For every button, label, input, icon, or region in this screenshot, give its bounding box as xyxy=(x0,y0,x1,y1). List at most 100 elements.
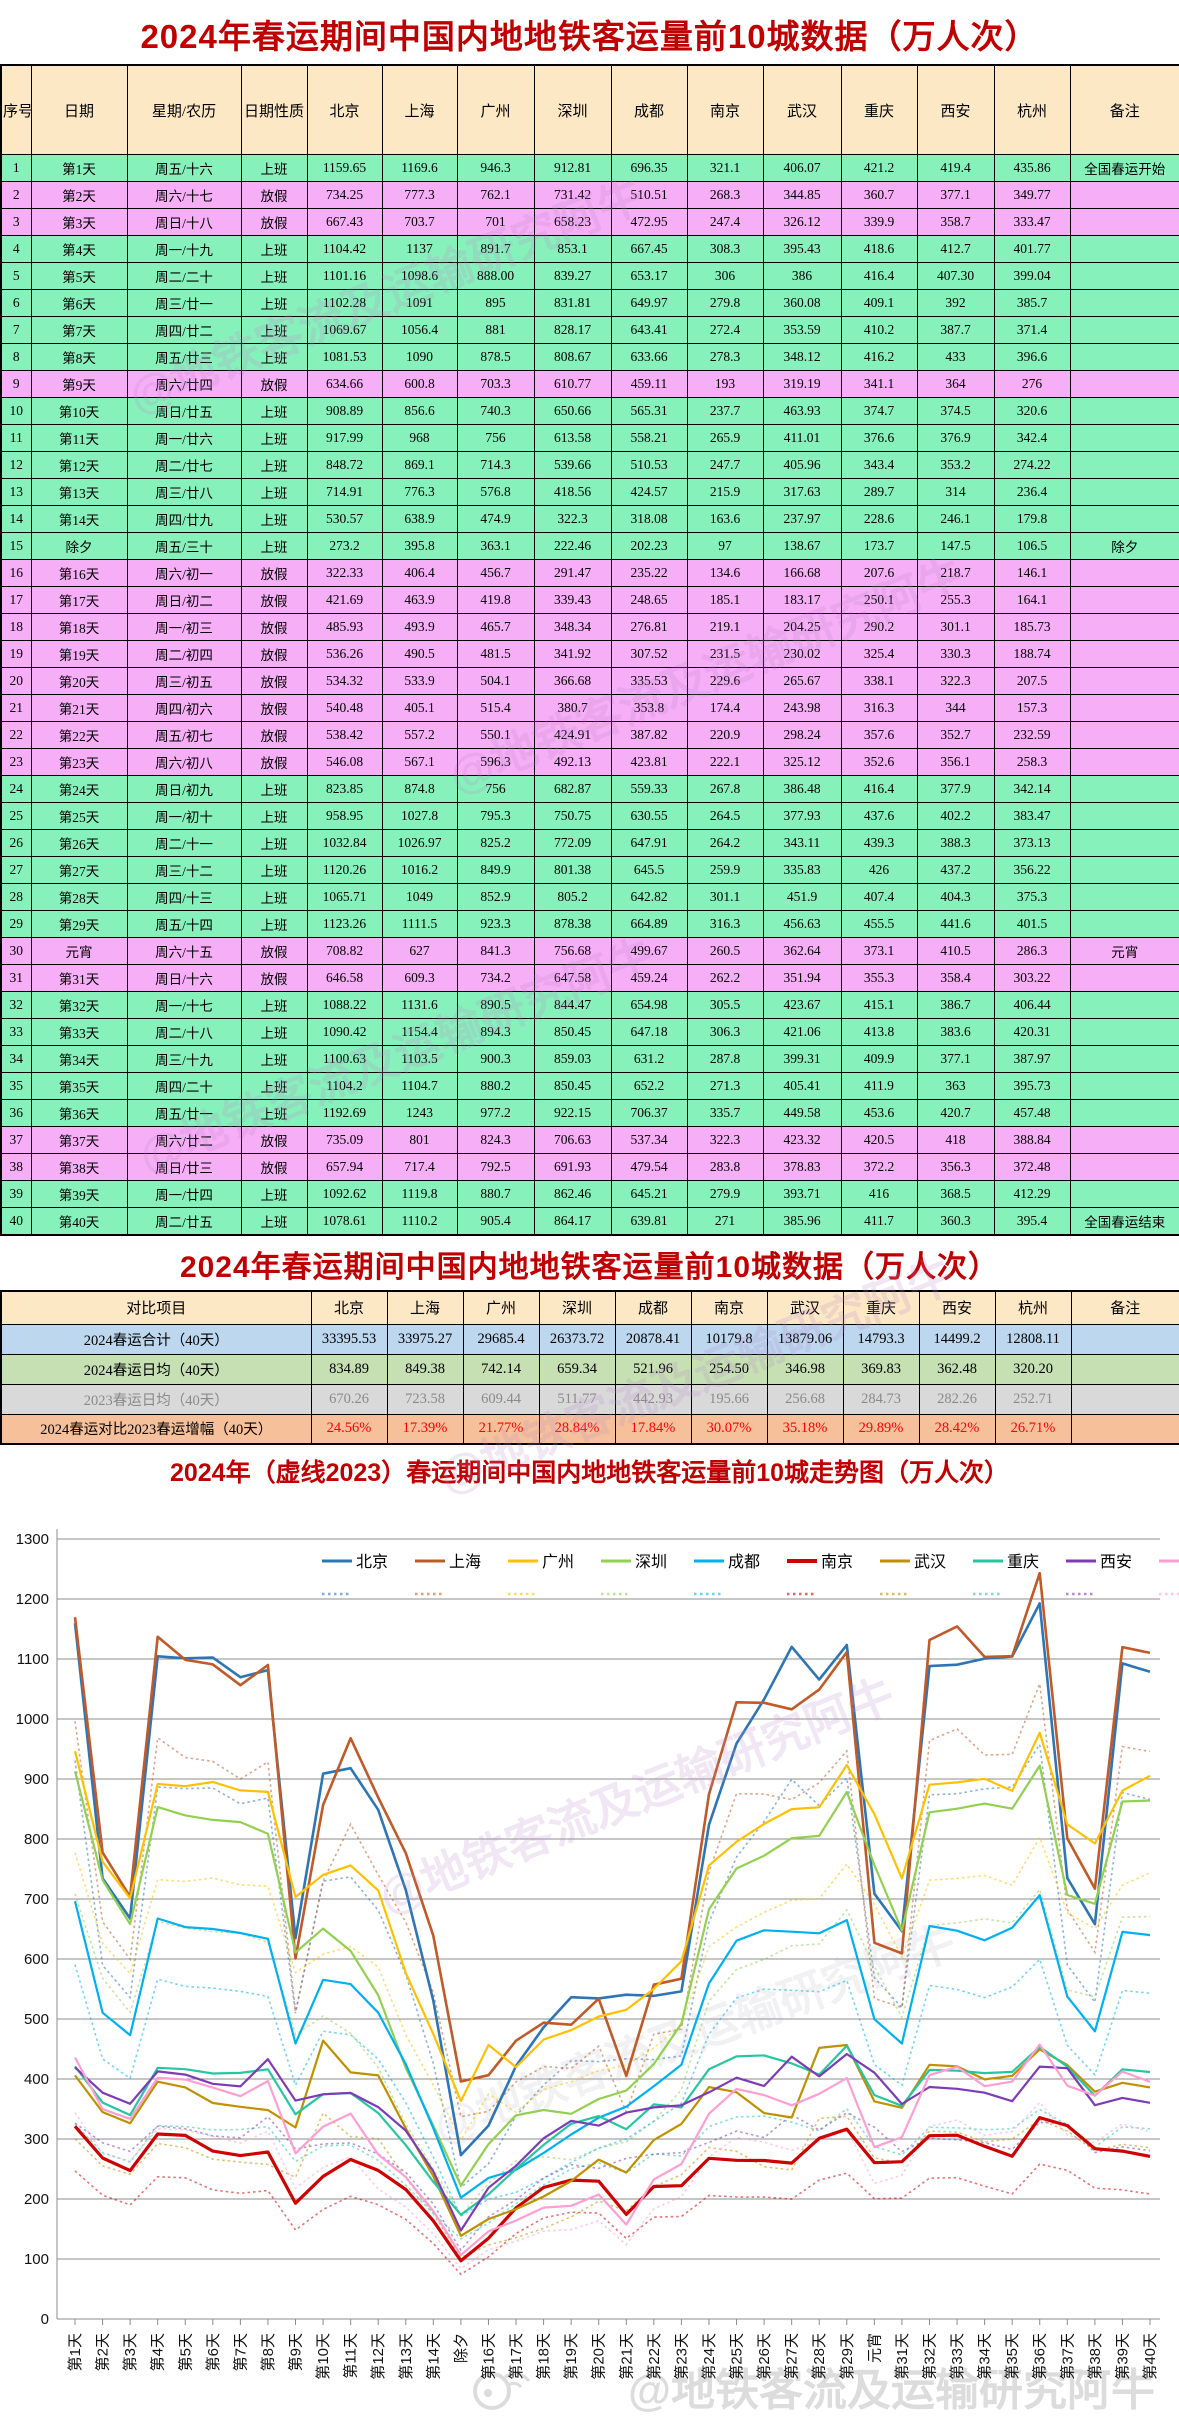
y-axis-label: 1200 xyxy=(16,1591,49,1608)
value-cell: 376.9 xyxy=(916,424,995,452)
value-cell: 250.1 xyxy=(840,586,918,614)
value-cell: 352.6 xyxy=(840,748,918,776)
value-cell: 262.2 xyxy=(686,964,764,992)
summary-value-cell: 26373.72 xyxy=(538,1323,616,1355)
x-axis-label: 第26天 xyxy=(755,2333,773,2380)
value-cell: 1088.22 xyxy=(306,991,383,1019)
value-cell: 246.1 xyxy=(916,505,995,533)
column-header: 深圳 xyxy=(538,1290,616,1325)
table-row: 35 第35天 周四/二十 上班 1104.2 1104.7 880.2 850.45 652.… xyxy=(0,1072,1179,1100)
value-cell: 322.3 xyxy=(533,505,612,533)
value-cell: 923.3 xyxy=(456,910,535,938)
row-number: 12 xyxy=(0,451,32,479)
value-cell: 539.66 xyxy=(533,451,612,479)
value-cell: 366.68 xyxy=(533,667,612,695)
day-type-cell: 上班 xyxy=(240,1018,308,1046)
row-number: 10 xyxy=(0,397,32,425)
value-cell: 415.1 xyxy=(840,991,918,1019)
summary-row-label: 2024春运日均（40天） xyxy=(0,1353,312,1385)
y-axis-label: 200 xyxy=(24,2191,49,2208)
table-row: 8 第8天 周五/廿三 上班 1081.53 1090 878.5 808.67 633.66 2… xyxy=(0,343,1179,371)
value-cell: 1137 xyxy=(381,235,458,263)
legend-label: 武汉 xyxy=(914,1553,946,1571)
series-2023-杭州 xyxy=(74,2101,1151,2270)
value-cell: 1065.71 xyxy=(306,883,383,911)
week-lunar-cell: 周二/廿七 xyxy=(126,451,242,479)
value-cell: 409.1 xyxy=(840,289,918,317)
row-number: 15 xyxy=(0,532,32,560)
value-cell: 406.4 xyxy=(381,559,458,587)
summary-value-cell: 12808.11 xyxy=(994,1323,1072,1355)
value-cell: 364 xyxy=(916,370,995,398)
value-cell: 267.8 xyxy=(686,775,764,803)
table-row: 37 第37天 周六/廿二 放假 735.09 801 824.3 706.63 537.34 3… xyxy=(0,1126,1179,1154)
value-cell: 1056.4 xyxy=(381,316,458,344)
x-axis-label: 第8天 xyxy=(259,2333,277,2371)
column-header: 日期 xyxy=(30,64,128,155)
table-row: 31 第31天 周日/十六 放假 646.58 609.3 734.2 647.58 459.2… xyxy=(0,964,1179,992)
series-2023-南京 xyxy=(74,2163,1151,2276)
table-row: 18 第18天 周一/初三 放假 485.93 493.9 465.7 348.34 276.8… xyxy=(0,613,1179,641)
week-lunar-cell: 周五/十四 xyxy=(126,910,242,938)
week-lunar-cell: 周五/廿一 xyxy=(126,1099,242,1127)
value-cell: 536.26 xyxy=(306,640,383,668)
value-cell: 235.22 xyxy=(610,559,688,587)
value-cell: 856.6 xyxy=(381,397,458,425)
date-cell: 第29天 xyxy=(30,910,128,938)
value-cell: 306 xyxy=(686,262,764,290)
row-number: 36 xyxy=(0,1099,32,1127)
note-cell xyxy=(1069,1045,1179,1073)
value-cell: 534.32 xyxy=(306,667,383,695)
note-cell xyxy=(1069,478,1179,506)
value-cell: 342.14 xyxy=(993,775,1071,803)
value-cell: 258.3 xyxy=(993,748,1071,776)
column-header: 重庆 xyxy=(842,1290,920,1325)
table-row: 4 第4天 周一/十九 上班 1104.42 1137 891.7 853.1 667.45 30… xyxy=(0,235,1179,263)
series-2024-杭州 xyxy=(74,2043,1151,2257)
day-type-cell: 上班 xyxy=(240,505,308,533)
date-cell: 第21天 xyxy=(30,694,128,722)
value-cell: 852.9 xyxy=(456,883,535,911)
table-row: 15 除夕 周五/三十 上班 273.2 395.8 363.1 222.46 202.23 97… xyxy=(0,532,1179,560)
note-cell xyxy=(1069,559,1179,587)
value-cell: 395.73 xyxy=(993,1072,1071,1100)
value-cell: 410.5 xyxy=(916,937,995,965)
row-number: 6 xyxy=(0,289,32,317)
value-cell: 658.23 xyxy=(533,208,612,236)
value-cell: 279.8 xyxy=(686,289,764,317)
value-cell: 301.1 xyxy=(686,883,764,911)
week-lunar-cell: 周四/初六 xyxy=(126,694,242,722)
table-row: 13 第13天 周三/廿八 上班 714.91 776.3 576.8 418.56 424.5… xyxy=(0,478,1179,506)
y-axis-label: 0 xyxy=(41,2311,49,2328)
value-cell: 387.97 xyxy=(993,1045,1071,1073)
summary-value-cell: 362.48 xyxy=(918,1353,996,1385)
row-number: 14 xyxy=(0,505,32,533)
value-cell: 163.6 xyxy=(686,505,764,533)
value-cell: 437.6 xyxy=(840,802,918,830)
row-number: 16 xyxy=(0,559,32,587)
column-header: 备注 xyxy=(1069,64,1179,155)
value-cell: 303.22 xyxy=(993,964,1071,992)
date-cell: 第13天 xyxy=(30,478,128,506)
value-cell: 316.3 xyxy=(840,694,918,722)
row-number: 18 xyxy=(0,613,32,641)
value-cell: 344.85 xyxy=(762,181,842,209)
row-number: 5 xyxy=(0,262,32,290)
date-cell: 第18天 xyxy=(30,613,128,641)
x-axis-label: 除夕 xyxy=(453,2333,470,2363)
value-cell: 808.67 xyxy=(533,343,612,371)
value-cell: 546.08 xyxy=(306,748,383,776)
value-cell: 385.96 xyxy=(762,1207,842,1235)
value-cell: 576.8 xyxy=(456,478,535,506)
table-row: 29 第29天 周五/十四 上班 1123.26 1111.5 923.3 878.38 664… xyxy=(0,910,1179,938)
value-cell: 1103.5 xyxy=(381,1045,458,1073)
value-cell: 647.58 xyxy=(533,964,612,992)
value-cell: 373.13 xyxy=(993,829,1071,857)
day-type-cell: 上班 xyxy=(240,154,308,182)
day-type-cell: 上班 xyxy=(240,451,308,479)
week-lunar-cell: 周四/二十 xyxy=(126,1072,242,1100)
value-cell: 220.9 xyxy=(686,721,764,749)
row-number: 23 xyxy=(0,748,32,776)
value-cell: 395.8 xyxy=(381,532,458,560)
x-axis-label: 第33天 xyxy=(948,2333,966,2380)
